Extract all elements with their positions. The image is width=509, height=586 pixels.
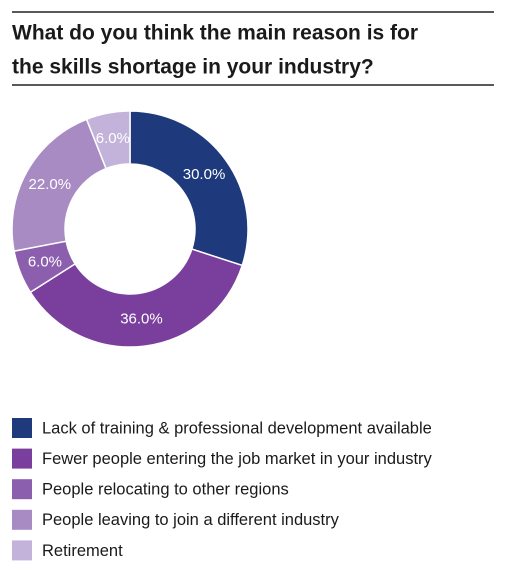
legend-text: Lack of training & professional developm… [42, 419, 432, 437]
value-label: 6.0% [28, 254, 62, 271]
value-label: 22.0% [29, 176, 72, 193]
legend-text: People leaving to join a different indus… [42, 511, 340, 529]
value-label: 36.0% [120, 311, 163, 328]
value-label: 30.0% [183, 166, 226, 183]
legend-text: People relocating to other regions [42, 481, 289, 499]
legend-swatch [12, 448, 32, 469]
legend-text: Fewer people entering the job market in … [42, 450, 433, 468]
donut-slice [29, 248, 244, 348]
donut-slice [85, 110, 131, 170]
donut-slice [11, 118, 108, 252]
legend-swatch [12, 418, 32, 438]
legend-swatch [12, 479, 32, 500]
legend-swatch [12, 540, 32, 561]
chart-title: What do you think the main reason is for [12, 22, 418, 45]
donut-slice [129, 110, 249, 267]
legend-swatch [12, 509, 32, 530]
value-label: 6.0% [96, 130, 130, 147]
chart-title: the skills shortage in your industry? [12, 56, 374, 79]
legend-text: Retirement [42, 542, 123, 560]
